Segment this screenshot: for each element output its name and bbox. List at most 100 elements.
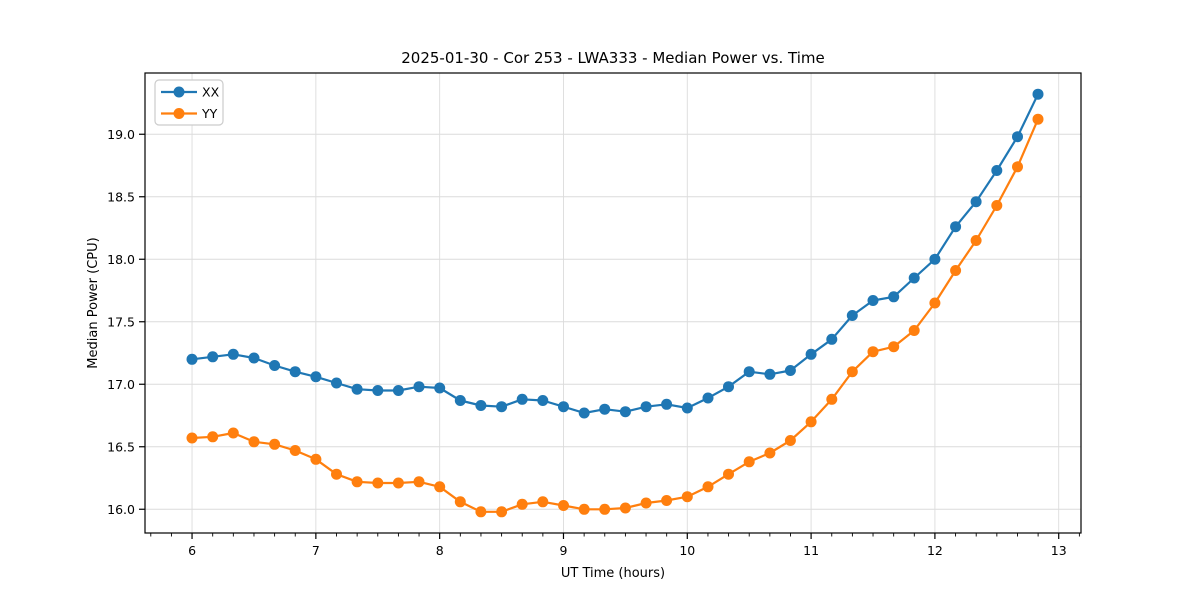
series-YY-point bbox=[784, 435, 796, 446]
series-XX-point bbox=[723, 381, 734, 393]
y-tick-label: 19.0 bbox=[107, 127, 135, 142]
series-XX-point bbox=[888, 291, 900, 303]
legend-label-YY: YY bbox=[201, 106, 218, 121]
x-tick-label: 6 bbox=[188, 543, 196, 558]
series-YY-point bbox=[434, 481, 446, 493]
series-XX-point bbox=[413, 381, 425, 393]
series-YY-point bbox=[227, 427, 239, 439]
series-YY-point bbox=[310, 453, 322, 465]
series-XX-point bbox=[331, 377, 342, 389]
x-tick-label: 13 bbox=[1051, 543, 1067, 558]
series-XX-point bbox=[392, 385, 404, 396]
y-tick-label: 16.0 bbox=[107, 502, 135, 517]
series-XX-point bbox=[537, 395, 549, 406]
series-YY-point bbox=[805, 416, 817, 428]
x-axis-label: UT Time (hours) bbox=[561, 566, 665, 581]
x-tick-label: 7 bbox=[312, 543, 320, 558]
series-YY-point bbox=[764, 447, 776, 459]
series-YY-point bbox=[1012, 161, 1023, 173]
series-YY-point bbox=[496, 506, 508, 518]
legend: XX YY bbox=[154, 79, 224, 126]
series-YY-point bbox=[661, 495, 673, 506]
series-XX-line bbox=[190, 93, 1040, 415]
series-XX-point bbox=[929, 253, 941, 265]
series-YY-point bbox=[289, 445, 301, 456]
series-YY-point bbox=[619, 502, 631, 514]
series-XX-point bbox=[599, 403, 611, 415]
series-XX-point bbox=[454, 395, 466, 406]
series-XX-point bbox=[743, 366, 755, 378]
series-XX-point bbox=[516, 393, 528, 405]
series-YY-line bbox=[190, 118, 1040, 513]
y-tick-label: 17.0 bbox=[107, 377, 135, 392]
tick-layer: 6 7 8 9 10 11 12 13 16.0 16.5 17.0 17.5 18.0 18.5 19.0 bbox=[107, 127, 1080, 558]
series-XX-point bbox=[681, 402, 693, 414]
series-XX-point bbox=[970, 196, 982, 208]
y-tick-label: 18.5 bbox=[107, 189, 135, 204]
series-YY-point bbox=[723, 468, 734, 480]
series-YY-point bbox=[640, 497, 652, 509]
series-XX-point bbox=[475, 400, 487, 411]
series-YY-point bbox=[681, 491, 693, 503]
series-YY-point bbox=[599, 503, 611, 515]
legend-marker-YY bbox=[173, 108, 185, 119]
series-YY-point bbox=[331, 468, 342, 480]
plot-border bbox=[144, 72, 1082, 534]
series-XX-point bbox=[289, 366, 301, 378]
series-XX-point bbox=[764, 368, 776, 380]
series-YY-point bbox=[269, 438, 281, 450]
series-XX-point bbox=[310, 371, 322, 383]
y-tick-label: 17.5 bbox=[107, 314, 135, 329]
series-YY-point bbox=[908, 325, 920, 336]
series-YY-point bbox=[867, 346, 879, 358]
series-YY-point bbox=[248, 436, 260, 448]
series-XX-point bbox=[269, 360, 281, 371]
series-XX-point bbox=[867, 295, 879, 306]
series-XX-point bbox=[248, 352, 260, 364]
series-XX-point bbox=[661, 398, 673, 410]
series-XX-point bbox=[805, 348, 817, 360]
series-XX-point bbox=[826, 333, 838, 345]
chart-title: 2025-01-30 - Cor 253 - LWA333 - Median P… bbox=[401, 49, 825, 67]
series-XX-point bbox=[619, 406, 631, 418]
grid-layer bbox=[145, 73, 1081, 533]
series-YY-point bbox=[970, 235, 982, 246]
series-XX-point bbox=[991, 165, 1003, 176]
x-tick-label: 9 bbox=[559, 543, 567, 558]
series-YY-point bbox=[702, 481, 714, 493]
x-tick-label: 10 bbox=[679, 543, 695, 558]
series-YY-point bbox=[743, 456, 755, 468]
series-XX-point bbox=[351, 383, 363, 395]
series-XX-point bbox=[227, 348, 239, 360]
series-YY-point bbox=[186, 432, 198, 444]
series-YY-point bbox=[516, 498, 528, 510]
x-tick-label: 11 bbox=[803, 543, 819, 558]
series-XX-point bbox=[846, 310, 858, 321]
y-tick-label: 18.0 bbox=[107, 252, 135, 267]
series-YY-point bbox=[826, 393, 838, 405]
series-YY-point bbox=[846, 366, 858, 378]
series-YY-point bbox=[351, 476, 363, 488]
series-XX-point bbox=[186, 353, 198, 365]
series-XX-point bbox=[950, 221, 962, 233]
legend-label-XX: XX bbox=[202, 85, 220, 100]
x-tick-label: 12 bbox=[927, 543, 943, 558]
series-YY-point bbox=[475, 506, 487, 518]
series-YY-point bbox=[991, 200, 1003, 211]
series-YY-point bbox=[537, 496, 549, 508]
y-tick-label: 16.5 bbox=[107, 439, 135, 454]
series-XX-point bbox=[372, 385, 384, 396]
series-YY-point bbox=[392, 477, 404, 489]
series-YY-point bbox=[578, 503, 590, 515]
legend-marker-XX bbox=[173, 86, 185, 98]
series-XX-point bbox=[908, 272, 920, 284]
x-tick-label: 8 bbox=[436, 543, 444, 558]
series-YY-point bbox=[413, 476, 425, 488]
series-XX-point bbox=[496, 401, 508, 413]
series-XX-point bbox=[207, 351, 219, 363]
series-XX-point bbox=[784, 365, 796, 376]
series-XX-point bbox=[434, 382, 446, 394]
series-XX-point bbox=[558, 401, 569, 413]
series-XX-point bbox=[702, 392, 714, 404]
